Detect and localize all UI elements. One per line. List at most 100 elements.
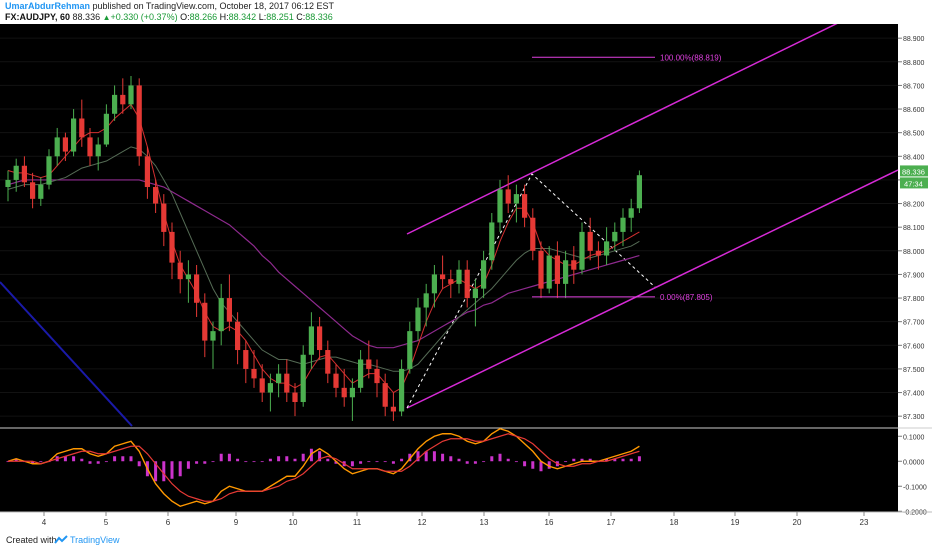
macd-histogram-bar <box>547 461 551 469</box>
last-price: 88.336 <box>72 12 101 22</box>
close-value: 88.336 <box>305 12 333 22</box>
macd-histogram-bar <box>244 461 248 463</box>
macd-histogram-bar <box>424 451 428 462</box>
macd-histogram-bar <box>227 453 231 462</box>
macd-histogram-bar <box>498 453 502 462</box>
macd-histogram-bar <box>408 453 412 462</box>
candle-body <box>54 137 60 157</box>
candle-body <box>284 373 290 393</box>
time-tick-label: 9 <box>234 518 239 527</box>
macd-histogram-bar <box>72 456 76 462</box>
price-tick-label: 88.500 <box>903 131 925 138</box>
candle-body <box>415 307 421 332</box>
candle-body <box>30 182 36 199</box>
macd-histogram-bar <box>539 461 543 472</box>
symbol-label[interactable]: FX:AUDJPY, 60 <box>5 12 71 22</box>
macd-histogram-bar <box>391 461 395 464</box>
macd-histogram-bar <box>129 456 133 462</box>
macd-histogram-bar <box>268 458 272 462</box>
candle-body <box>276 373 282 384</box>
price-tick-label: 87.500 <box>903 367 925 374</box>
created-with-label: Created with <box>6 535 57 545</box>
publish-info: published on TradingView.com, October 18… <box>92 1 335 11</box>
candle-body <box>628 208 634 218</box>
macd-histogram-bar <box>334 461 338 464</box>
macd-histogram-bar <box>441 453 445 462</box>
candle-body <box>300 354 306 403</box>
candle-body <box>423 293 429 308</box>
macd-histogram-bar <box>104 461 108 463</box>
close-label: C: <box>296 12 306 22</box>
price-tick-label: 87.900 <box>903 272 925 279</box>
candle-body <box>243 350 249 369</box>
candle-body <box>202 302 208 341</box>
price-chart[interactable]: 100.00%(88.819) 0.00%(87.805) 88.900 88.80… <box>0 24 932 529</box>
macd-axis[interactable]: 0.1000 0.0000 -0.1000 -0.2000 <box>898 434 927 516</box>
time-tick-label: 6 <box>166 518 171 527</box>
price-axis-background <box>898 24 932 529</box>
plot-background <box>0 24 898 529</box>
price-axis[interactable]: 88.900 88.800 88.700 88.600 88.500 88.400 88.3… <box>898 36 925 421</box>
candle-body <box>79 118 85 138</box>
candle-body <box>185 274 191 280</box>
candle-body <box>399 368 405 412</box>
candle-body <box>112 94 118 114</box>
candle-body <box>267 383 273 393</box>
candle-body <box>128 85 134 105</box>
footer: Created with TradingView <box>0 529 932 550</box>
countdown-badge-label: 47:34 <box>904 179 923 188</box>
macd-histogram-bar <box>465 461 469 464</box>
publish-line: UmarAbdurRehman published on TradingView… <box>5 1 334 12</box>
candle-body <box>546 255 552 289</box>
macd-pane <box>6 427 641 508</box>
candle-body <box>292 392 298 403</box>
candle-body <box>636 175 642 209</box>
macd-histogram-bar <box>96 461 100 464</box>
candle-body <box>563 260 569 284</box>
macd-histogram-bar <box>416 451 420 462</box>
price-tick-label: 88.400 <box>903 154 925 161</box>
open-value: 88.266 <box>189 12 218 22</box>
low-label: L: <box>258 12 267 22</box>
candle-body <box>144 156 150 188</box>
macd-histogram-bar <box>605 458 609 462</box>
candle-body <box>46 156 52 185</box>
drawings[interactable] <box>0 24 899 427</box>
time-tick-label: 19 <box>731 518 740 527</box>
candle-body <box>13 165 19 180</box>
macd-histogram-bar <box>457 458 461 462</box>
macd-histogram-bar <box>80 458 84 462</box>
candle-body <box>571 260 577 270</box>
tradingview-brand[interactable]: TradingView <box>70 535 120 545</box>
macd-histogram-bar <box>154 461 158 482</box>
macd-histogram-bar <box>63 456 67 462</box>
time-tick-label: 12 <box>418 518 427 527</box>
countdown-badge <box>900 177 928 189</box>
candle-body <box>21 165 27 183</box>
macd-tick-label: -0.1000 <box>903 484 927 491</box>
macd-histogram-bar <box>326 458 330 462</box>
macd-tick-label: 0.1000 <box>903 434 925 441</box>
macd-histogram-bar <box>637 456 641 462</box>
candle-body <box>497 189 503 223</box>
candle-body <box>333 373 339 388</box>
candle-body <box>210 331 216 341</box>
high-value: 88.342 <box>228 12 257 22</box>
macd-histogram-bar <box>14 458 18 462</box>
macd-histogram-bar <box>293 458 297 462</box>
candle-body <box>382 383 388 407</box>
time-axis[interactable]: 4 5 6 9 10 11 12 13 16 17 18 19 20 23 <box>42 512 869 527</box>
candle-body <box>366 359 372 369</box>
candle-body <box>612 231 618 242</box>
macd-histogram-bar <box>367 461 371 463</box>
candle-body <box>226 298 232 322</box>
high-label: H: <box>219 12 229 22</box>
candle-body <box>604 241 610 256</box>
candle-body <box>153 187 159 204</box>
author-link[interactable]: UmarAbdurRehman <box>5 1 91 11</box>
candle-body <box>464 269 470 299</box>
candle-body <box>349 387 355 398</box>
candle-body <box>317 326 323 351</box>
candle-body <box>325 350 331 374</box>
macd-histogram-bar <box>383 461 387 463</box>
